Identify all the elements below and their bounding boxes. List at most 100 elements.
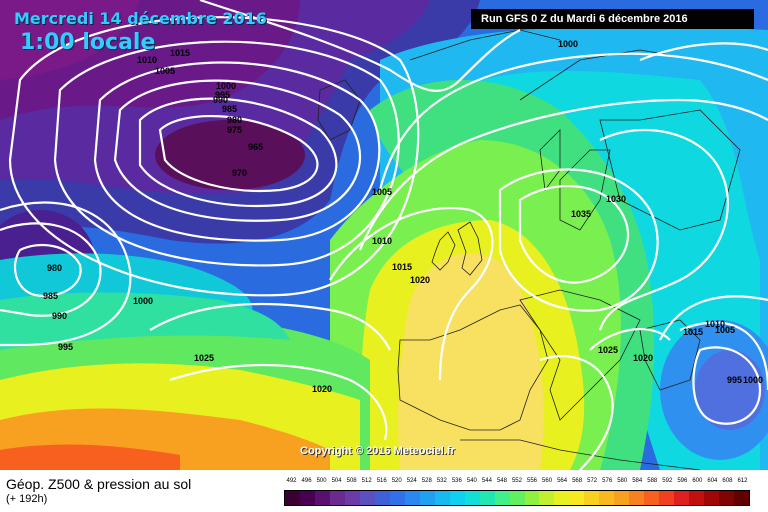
isobar-label: 1005	[155, 66, 175, 76]
scale-label: 604	[707, 478, 718, 484]
isobar-label: 1000	[743, 375, 763, 385]
isobar-label: 995	[215, 90, 230, 100]
scale-label: 540	[466, 478, 477, 484]
scale-swatch	[464, 491, 480, 505]
scale-swatch	[599, 491, 615, 505]
scale-swatch	[614, 491, 630, 505]
scale-swatch	[329, 491, 345, 505]
scale-label: 612	[737, 478, 748, 484]
color-scale-labels: 492 496 500 504 508 512 516 520 524 528 532 536 540 5…	[284, 478, 750, 490]
isobar-label: 1025	[194, 353, 214, 363]
scale-label: 520	[391, 478, 402, 484]
isobar-label: 1010	[372, 236, 392, 246]
pressure-labels: 1000 1015 1010 1005 1000 995 990 985 980…	[43, 39, 763, 394]
isobar-label: 1000	[558, 39, 578, 49]
isobar-label: 1005	[715, 325, 735, 335]
isobar-label: 1020	[633, 353, 653, 363]
isobar-label: 970	[232, 168, 247, 178]
scale-swatch	[539, 491, 555, 505]
scale-label: 572	[587, 478, 598, 484]
scale-swatch	[569, 491, 585, 505]
scale-swatch	[359, 491, 375, 505]
isobar-label: 985	[43, 291, 58, 301]
scale-swatch	[509, 491, 525, 505]
scale-swatch	[689, 491, 705, 505]
isobar-label: 1020	[410, 275, 430, 285]
scale-label: 592	[662, 478, 673, 484]
color-scale: 492 496 500 504 508 512 516 520 524 528 532 536 540 5…	[284, 478, 750, 508]
scale-label: 500	[316, 478, 327, 484]
scale-swatch	[554, 491, 570, 505]
isobar-label: 990	[213, 95, 228, 105]
weather-map: 1000 1015 1010 1005 1000 995 990 985 980…	[0, 0, 768, 470]
isobar-label: 1035	[571, 209, 591, 219]
scale-swatch	[629, 491, 645, 505]
scale-swatch	[389, 491, 405, 505]
isobar-label: 1000	[216, 81, 236, 91]
isobar-label: 1025	[598, 345, 618, 355]
legend-title: Géop. Z500 & pression au sol	[6, 476, 192, 492]
scale-swatch	[419, 491, 435, 505]
scale-label: 524	[406, 478, 417, 484]
scale-label: 492	[286, 478, 297, 484]
scale-swatch	[285, 491, 300, 505]
scale-label: 496	[301, 478, 312, 484]
isobar-label: 1030	[606, 194, 626, 204]
isobar-label: 1015	[170, 48, 190, 58]
scale-swatch	[404, 491, 420, 505]
isobar-label: 995	[58, 342, 73, 352]
isobar-label: 1000	[133, 296, 153, 306]
isobar-label: 1015	[392, 262, 412, 272]
scale-swatch	[524, 491, 540, 505]
isobar-label: 1010	[137, 55, 157, 65]
isobar-label: 985	[222, 104, 237, 114]
color-scale-swatches	[284, 490, 750, 506]
scale-swatch	[434, 491, 450, 505]
scale-swatch	[494, 491, 510, 505]
scale-label: 556	[527, 478, 538, 484]
scale-label: 544	[481, 478, 492, 484]
scale-label: 564	[557, 478, 568, 484]
isobar-label: 965	[248, 142, 263, 152]
scale-label: 596	[677, 478, 688, 484]
model-run-info: Run GFS 0 Z du Mardi 6 décembre 2016	[471, 9, 754, 29]
scale-swatch	[659, 491, 675, 505]
scale-label: 560	[542, 478, 553, 484]
isobar-label: 1015	[683, 327, 703, 337]
scale-swatch	[449, 491, 465, 505]
scale-swatch	[719, 491, 735, 505]
scale-label: 552	[511, 478, 522, 484]
scale-label: 568	[572, 478, 583, 484]
isobar-label: 975	[227, 125, 242, 135]
scale-label: 516	[376, 478, 387, 484]
scale-label: 576	[602, 478, 613, 484]
scale-swatch	[734, 491, 750, 505]
scale-swatch	[674, 491, 690, 505]
scale-label: 588	[647, 478, 658, 484]
scale-label: 548	[496, 478, 507, 484]
scale-label: 512	[361, 478, 372, 484]
scale-swatch	[374, 491, 390, 505]
isobar-label: 995	[727, 375, 742, 385]
scale-label: 532	[436, 478, 447, 484]
scale-label: 600	[692, 478, 703, 484]
isobar-label: 1020	[312, 384, 332, 394]
scale-swatch	[299, 491, 315, 505]
scale-swatch	[344, 491, 360, 505]
legend-subtitle: (+ 192h)	[6, 493, 48, 505]
scale-label: 608	[722, 478, 733, 484]
isobar-label: 1010	[705, 319, 725, 329]
scale-label: 580	[617, 478, 628, 484]
forecast-date: Mercredi 14 décembre 2016	[14, 9, 267, 28]
scale-swatch	[644, 491, 660, 505]
scale-label: 528	[421, 478, 432, 484]
copyright-text: Copyright © 2016 Meteociel.fr	[300, 445, 455, 457]
forecast-local-time: 1:00 locale	[20, 30, 156, 55]
scale-label: 504	[331, 478, 342, 484]
scale-swatch	[479, 491, 495, 505]
scale-swatch	[584, 491, 600, 505]
isobar-label: 1005	[372, 187, 392, 197]
isobar-label: 980	[227, 115, 242, 125]
isobar-label: 990	[52, 311, 67, 321]
scale-swatch	[704, 491, 720, 505]
